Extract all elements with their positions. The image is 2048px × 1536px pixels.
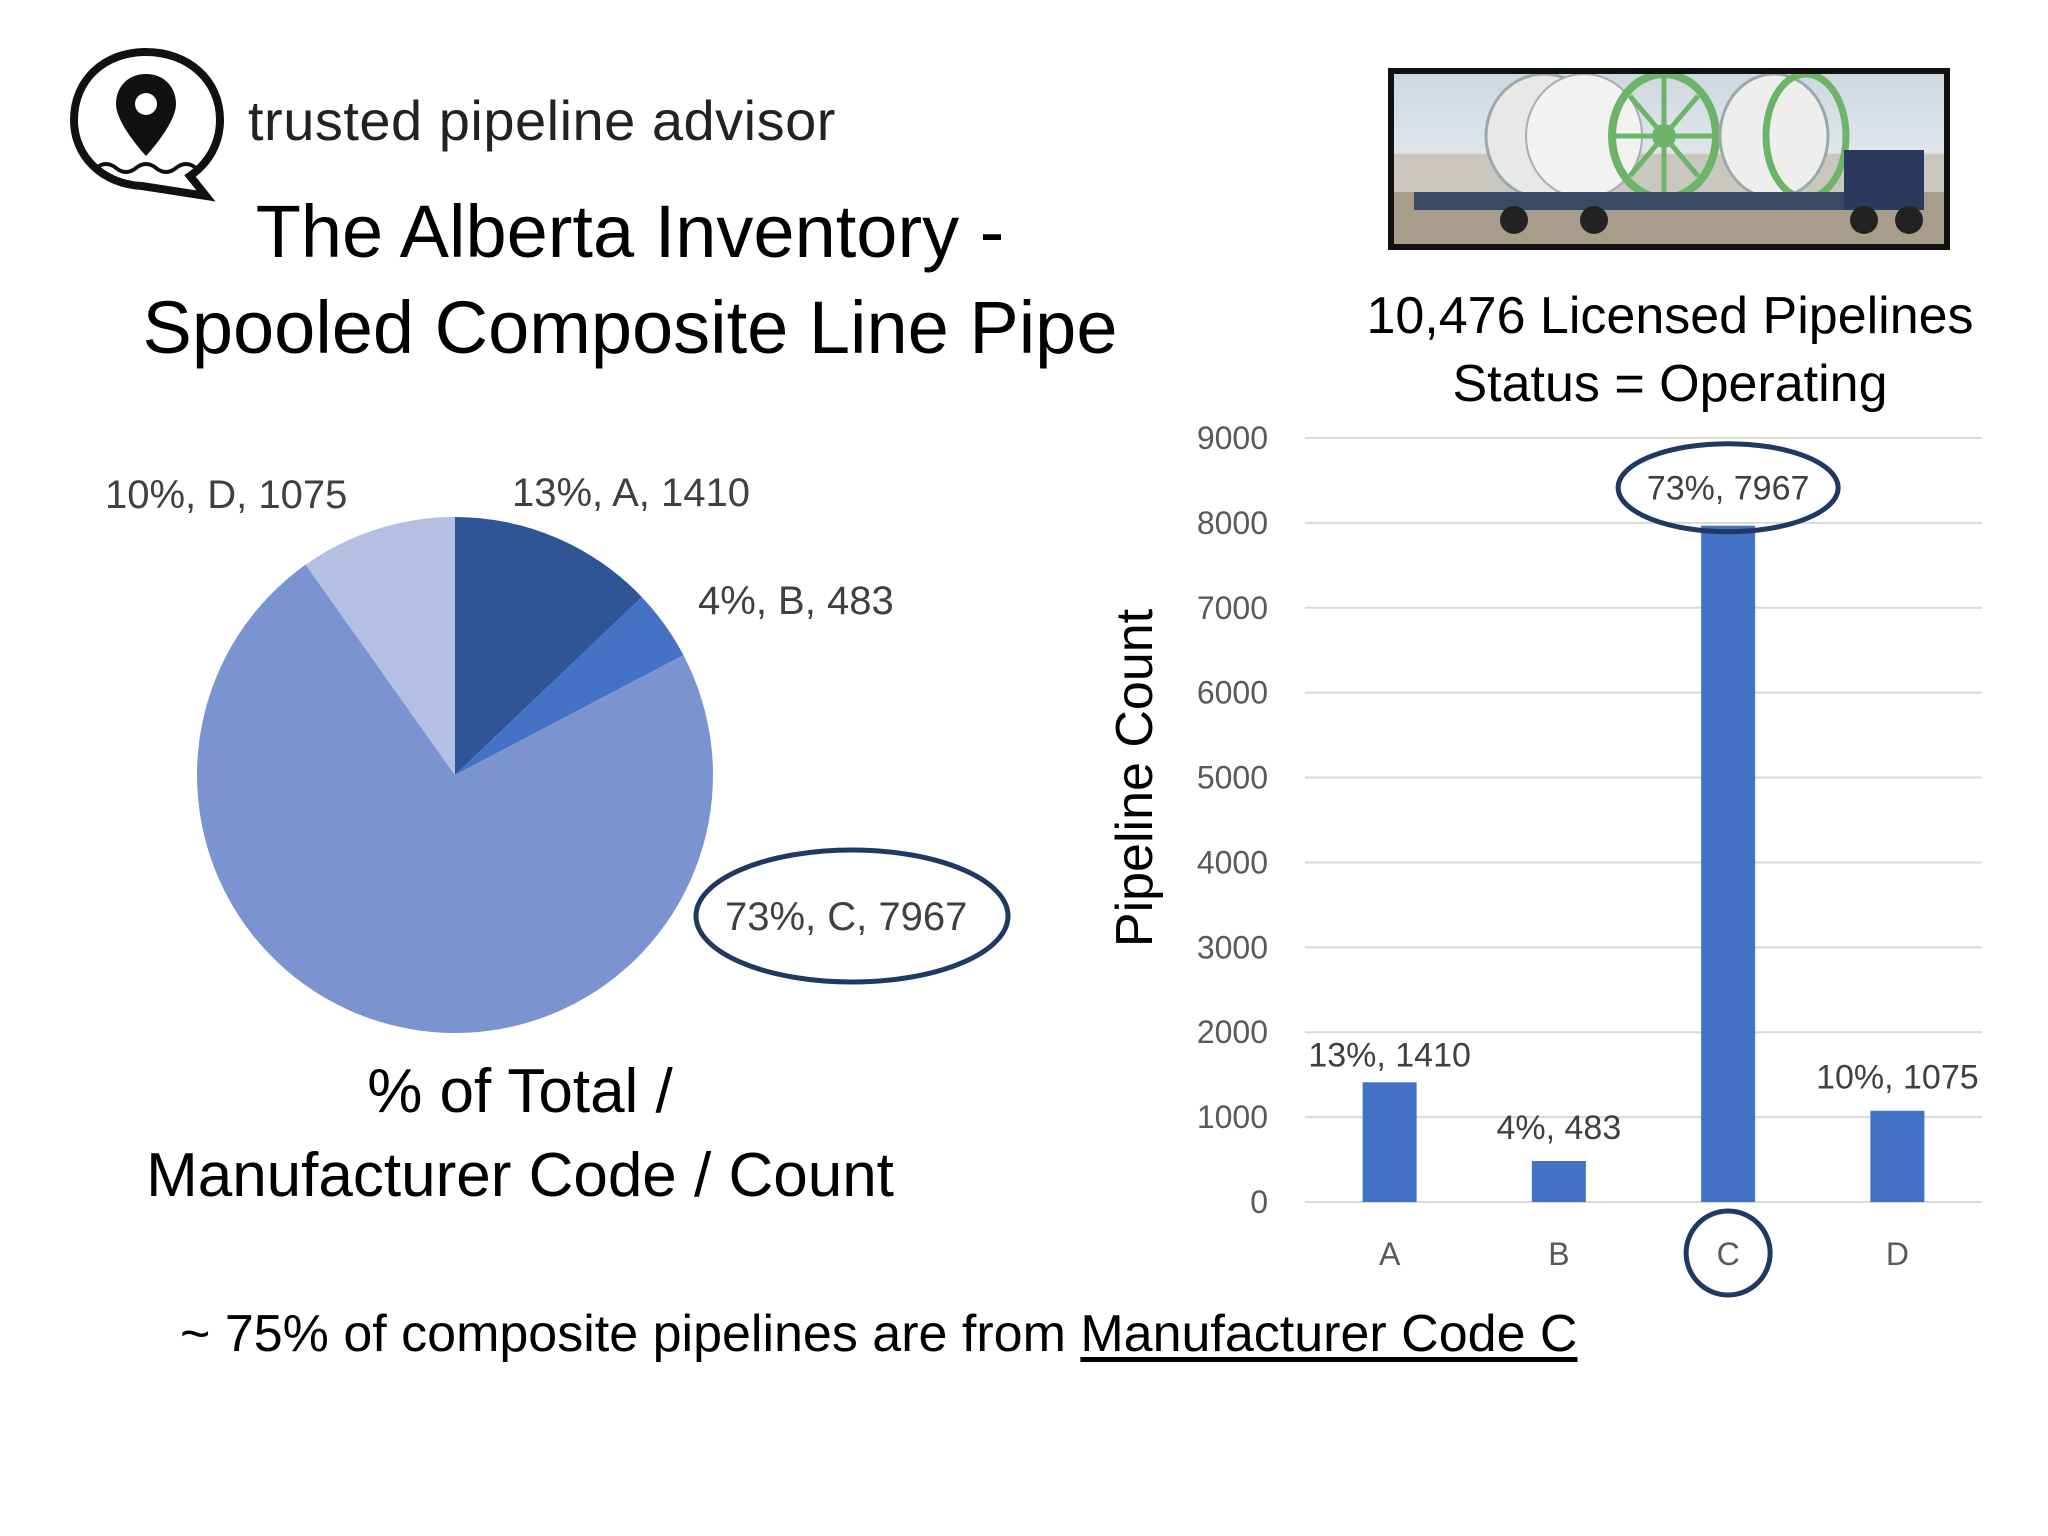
bar-label-c: 73%, 7967 bbox=[1647, 470, 1810, 508]
y-tick-9000: 9000 bbox=[1197, 420, 1268, 456]
bar-label-d: 10%, 1075 bbox=[1816, 1059, 1979, 1097]
bar-title-line-1: 10,476 Licensed Pipelines bbox=[1366, 287, 1974, 345]
pie-slice-a bbox=[455, 517, 642, 775]
location-pin-chat-icon bbox=[69, 47, 225, 202]
pie-label-b: 4%, B, 483 bbox=[698, 579, 894, 623]
bar-a bbox=[1362, 1082, 1417, 1202]
footer-link: Manufacturer Code C bbox=[1080, 1305, 1578, 1363]
bar-d bbox=[1870, 1110, 1925, 1202]
y-tick-1000: 1000 bbox=[1197, 1099, 1268, 1135]
x-tick-c: C bbox=[1717, 1236, 1740, 1272]
bar-label-b: 4%, 483 bbox=[1496, 1109, 1621, 1147]
y-tick-5000: 5000 bbox=[1197, 760, 1268, 796]
pie-label-c: 73%, C, 7967 bbox=[725, 895, 967, 939]
bar-title-line-2: Status = Operating bbox=[1452, 355, 1888, 413]
y-tick-0: 0 bbox=[1250, 1184, 1268, 1220]
bar-label-a: 13%, 1410 bbox=[1308, 1036, 1471, 1074]
x-tick-d: D bbox=[1886, 1236, 1909, 1272]
y-tick-6000: 6000 bbox=[1197, 675, 1268, 711]
pie-slice-d bbox=[305, 517, 455, 775]
x-tick-b: B bbox=[1548, 1236, 1569, 1272]
footer-note: ~ 75% of composite pipelines are from Ma… bbox=[180, 1304, 1577, 1364]
y-tick-4000: 4000 bbox=[1197, 844, 1268, 880]
y-tick-2000: 2000 bbox=[1197, 1014, 1268, 1050]
x-tick-highlight-circle bbox=[1683, 1208, 1773, 1298]
y-axis-label: Pipeline Count bbox=[1106, 608, 1164, 947]
pie-highlight-circle bbox=[693, 847, 1011, 985]
bar-b bbox=[1531, 1160, 1586, 1202]
footer-prefix: ~ 75% of composite pipelines are from bbox=[180, 1305, 1081, 1363]
pie-label-d: 10%, D, 1075 bbox=[105, 473, 347, 517]
y-tick-3000: 3000 bbox=[1197, 929, 1268, 965]
pie-caption-line-1: % of Total / bbox=[367, 1057, 673, 1126]
pie-slice-b bbox=[455, 597, 684, 775]
title-line-1: The Alberta Inventory - bbox=[255, 190, 1005, 273]
title-line-2: Spooled Composite Line Pipe bbox=[142, 286, 1118, 369]
bar-chart-title: 10,476 Licensed Pipelines Status = Opera… bbox=[1360, 282, 1980, 418]
pie-caption-line-2: Manufacturer Code / Count bbox=[146, 1141, 894, 1210]
pie-chart-caption: % of Total / Manufacturer Code / Count bbox=[120, 1050, 920, 1218]
bar-label-highlight-circle bbox=[1615, 441, 1841, 535]
y-tick-8000: 8000 bbox=[1197, 505, 1268, 541]
x-tick-a: A bbox=[1379, 1236, 1401, 1272]
pie-slice-c bbox=[197, 564, 713, 1033]
bar-c bbox=[1701, 525, 1756, 1202]
pie-label-a: 13%, A, 1410 bbox=[512, 471, 750, 515]
y-tick-7000: 7000 bbox=[1197, 590, 1268, 626]
brand-name: trusted pipeline advisor bbox=[248, 89, 836, 152]
pipe-spools-on-trailer-photo bbox=[1388, 68, 1950, 250]
page-title: The Alberta Inventory - Spooled Composit… bbox=[120, 184, 1140, 376]
